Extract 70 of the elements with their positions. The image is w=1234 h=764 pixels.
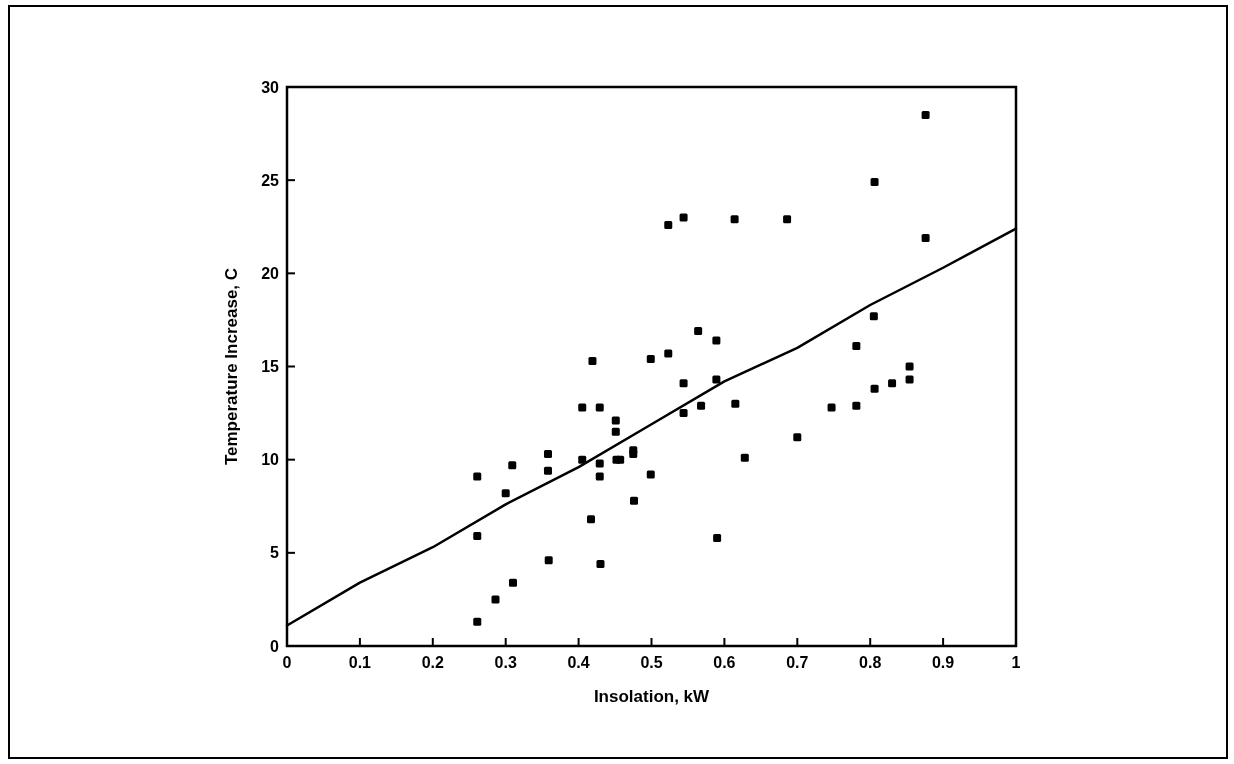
- point: [870, 384, 879, 393]
- point: [629, 450, 638, 459]
- y-tick-label: 30: [261, 78, 280, 96]
- point: [543, 466, 552, 475]
- x-tick-label: 0.2: [421, 654, 445, 671]
- point: [793, 433, 802, 442]
- point: [827, 403, 836, 412]
- point: [694, 327, 703, 336]
- point: [578, 403, 587, 412]
- point: [646, 470, 655, 479]
- x-tick-label: 0.5: [640, 654, 663, 671]
- y-tick-label: 0: [270, 637, 280, 655]
- point: [783, 215, 792, 224]
- point: [595, 459, 604, 468]
- y-tick-label: 20: [261, 264, 280, 282]
- x-tick-label: 0: [282, 654, 292, 671]
- point: [921, 233, 930, 242]
- y-tick-label: 5: [270, 544, 280, 562]
- x-tick-label: 0.8: [859, 654, 882, 671]
- point: [697, 401, 706, 410]
- point: [544, 556, 553, 565]
- point: [501, 489, 510, 498]
- x-tick-label: 0.7: [786, 654, 809, 671]
- point: [611, 416, 620, 425]
- point: [740, 453, 749, 462]
- point: [595, 403, 604, 412]
- y-tick-label: 15: [261, 358, 280, 376]
- point: [646, 355, 655, 364]
- point: [596, 560, 605, 569]
- point: [508, 578, 517, 587]
- point: [473, 472, 482, 481]
- point: [664, 220, 673, 229]
- point: [508, 461, 517, 470]
- point: [595, 472, 604, 481]
- y-tick-label: 10: [261, 451, 280, 469]
- point: [852, 401, 861, 410]
- point: [731, 399, 740, 408]
- x-tick-label: 1: [1011, 654, 1021, 671]
- point: [611, 427, 620, 436]
- point: [586, 515, 595, 524]
- point: [870, 178, 879, 187]
- point: [869, 312, 878, 321]
- x-tick-label: 0.9: [931, 654, 955, 671]
- point: [888, 379, 897, 388]
- point: [730, 215, 739, 224]
- point: [664, 349, 673, 358]
- x-tick-label: 0.6: [713, 654, 736, 671]
- point: [588, 356, 597, 365]
- point: [630, 496, 638, 505]
- x-tick-label: 0.4: [567, 654, 590, 671]
- point: [679, 213, 688, 222]
- point: [713, 533, 722, 542]
- point: [712, 375, 721, 384]
- point: [679, 409, 688, 418]
- y-tick-label: 25: [261, 171, 280, 189]
- y-axis-title: Temperature Increase, C: [222, 267, 241, 466]
- x-axis-title: Insolation, kW: [593, 687, 711, 706]
- point: [905, 375, 914, 384]
- x-tick-label: 0.1: [348, 654, 372, 671]
- point: [712, 336, 721, 345]
- point: [491, 595, 500, 604]
- point: [616, 455, 625, 464]
- point: [852, 342, 861, 350]
- point: [473, 617, 482, 626]
- x-tick-label: 0.3: [494, 654, 517, 671]
- point: [543, 450, 552, 459]
- point: [921, 110, 930, 119]
- point: [473, 532, 482, 541]
- point: [679, 379, 688, 388]
- point: [905, 362, 914, 371]
